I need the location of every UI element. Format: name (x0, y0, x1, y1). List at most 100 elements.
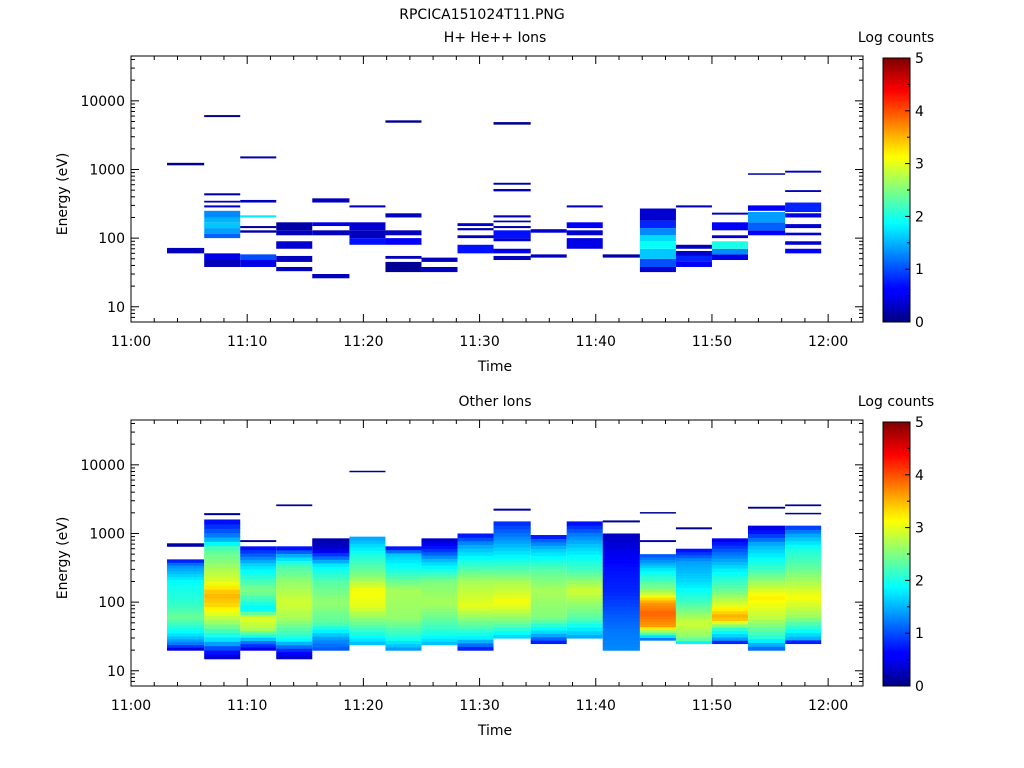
spectrogram-cell (711, 544, 748, 549)
spectrogram-cell (639, 266, 676, 273)
spectrogram-cell (457, 573, 494, 578)
y-tick-label: 1000 (89, 162, 125, 178)
x-tick-label: 11:40 (576, 698, 616, 714)
spectrogram-cell (530, 619, 567, 624)
spectrogram-cell (675, 596, 712, 600)
spectrogram-cell (785, 566, 822, 571)
spectrogram-cell (639, 637, 676, 641)
spectrogram-cell (785, 540, 822, 545)
spectrogram-cell (312, 611, 350, 616)
spectrogram-cell (457, 551, 494, 556)
spectrogram-cell (204, 228, 241, 234)
spectrogram-cell (675, 637, 712, 642)
spectrogram-cell (421, 544, 458, 549)
spectrogram-cell (602, 642, 640, 648)
spectrogram-cell (711, 248, 748, 255)
spectrogram-cell (240, 260, 277, 267)
spectrogram-cell (312, 555, 350, 560)
spectrogram-cell (349, 580, 386, 585)
spectrogram-cell (602, 555, 640, 560)
colorbar-tick-label: 3 (915, 157, 924, 173)
spectrogram-cell (602, 617, 640, 622)
spectrogram-cell (457, 631, 494, 637)
spectrogram-cell (530, 535, 567, 540)
spectrogram-cell (747, 587, 786, 593)
spectrogram-cell (639, 235, 676, 242)
spectrogram-cell (276, 255, 313, 262)
spectrogram-cell (493, 576, 531, 581)
spectrogram-cell (493, 238, 531, 242)
spectrogram-cell (204, 649, 241, 655)
spectrogram-cell (639, 599, 676, 604)
plot-frame (130, 55, 864, 323)
spectrogram-cell (349, 550, 386, 555)
spectrogram-cell (240, 620, 277, 625)
spectrogram-cell (493, 543, 531, 548)
spectrogram-cell (312, 594, 350, 599)
spectrogram-cell (785, 555, 822, 560)
spectrogram-cell (747, 560, 786, 566)
spectrogram-cell (711, 623, 748, 628)
spectrogram-cell (602, 562, 640, 567)
spectrogram-cell (312, 559, 350, 564)
spectrogram-cell (747, 638, 786, 643)
spectrogram-cell (675, 607, 712, 612)
colorbar (882, 421, 911, 687)
spectrogram-cell (785, 536, 822, 541)
y-tick-label: 10 (107, 300, 125, 316)
spectrogram-cell (566, 634, 603, 639)
spectrogram-cell (566, 576, 603, 581)
spectrogram-cell (349, 641, 386, 646)
spectrogram-cell (204, 115, 241, 118)
spectrogram-cell (785, 529, 822, 534)
spectrogram-cell (385, 624, 422, 629)
spectrogram-cell (457, 558, 494, 564)
spectrogram-cell (349, 556, 386, 561)
spectrogram-cell (167, 162, 205, 166)
spectrogram-cell (785, 224, 822, 229)
spectrogram-cell (240, 556, 277, 560)
spectrogram-cell (276, 602, 313, 607)
colorbar-tick-label: 1 (915, 626, 924, 642)
spectrogram-cell (204, 562, 241, 568)
spectrogram-cell (639, 564, 676, 569)
spectrogram-cell (566, 539, 603, 544)
spectrogram-cell (530, 592, 567, 597)
spectrogram-cell (204, 536, 241, 542)
spectrogram-cell (167, 616, 205, 620)
spectrogram-cell (747, 572, 786, 577)
spectrogram-cell (167, 596, 205, 600)
spectrogram-cell (240, 582, 277, 586)
spectrogram-cell (204, 584, 241, 590)
spectrogram-cell (493, 586, 531, 592)
spectrogram-cell (493, 188, 531, 192)
spectrogram-cell (747, 626, 786, 632)
spectrogram-cell (566, 546, 603, 552)
spectrogram-cell (457, 610, 494, 615)
spectrogram-cell (204, 554, 241, 560)
spectrogram-cell (639, 556, 676, 561)
spectrogram-cell (602, 569, 640, 575)
spectrogram-cell (602, 631, 640, 637)
spectrogram-cell (747, 173, 786, 175)
panel-title: Other Ions (458, 394, 531, 410)
spectrogram-cell (675, 548, 712, 553)
spectrogram-cell (457, 591, 494, 597)
spectrogram-cell (785, 551, 822, 556)
spectrogram-cell (675, 255, 712, 262)
spectrogram-cell (240, 569, 277, 573)
spectrogram-cell (349, 573, 386, 578)
spectrogram-cell (385, 569, 422, 573)
spectrogram-cell (530, 545, 567, 550)
spectrogram-cell (457, 588, 494, 593)
spectrogram-cell (747, 576, 786, 581)
axis-ticks: 11:00 11:10 11:20 11:30 11:40 11:50 12:00 10 100… (80, 56, 863, 350)
spectrogram-cell (675, 250, 712, 256)
spectrogram-cell (312, 548, 350, 553)
spectrogram-cell (349, 563, 386, 568)
spectrogram-cell (312, 625, 350, 630)
spectrogram-cell (602, 599, 640, 604)
spectrogram-cell (457, 562, 494, 567)
spectrogram-cell (421, 631, 458, 636)
spectrogram-cell (421, 564, 458, 569)
